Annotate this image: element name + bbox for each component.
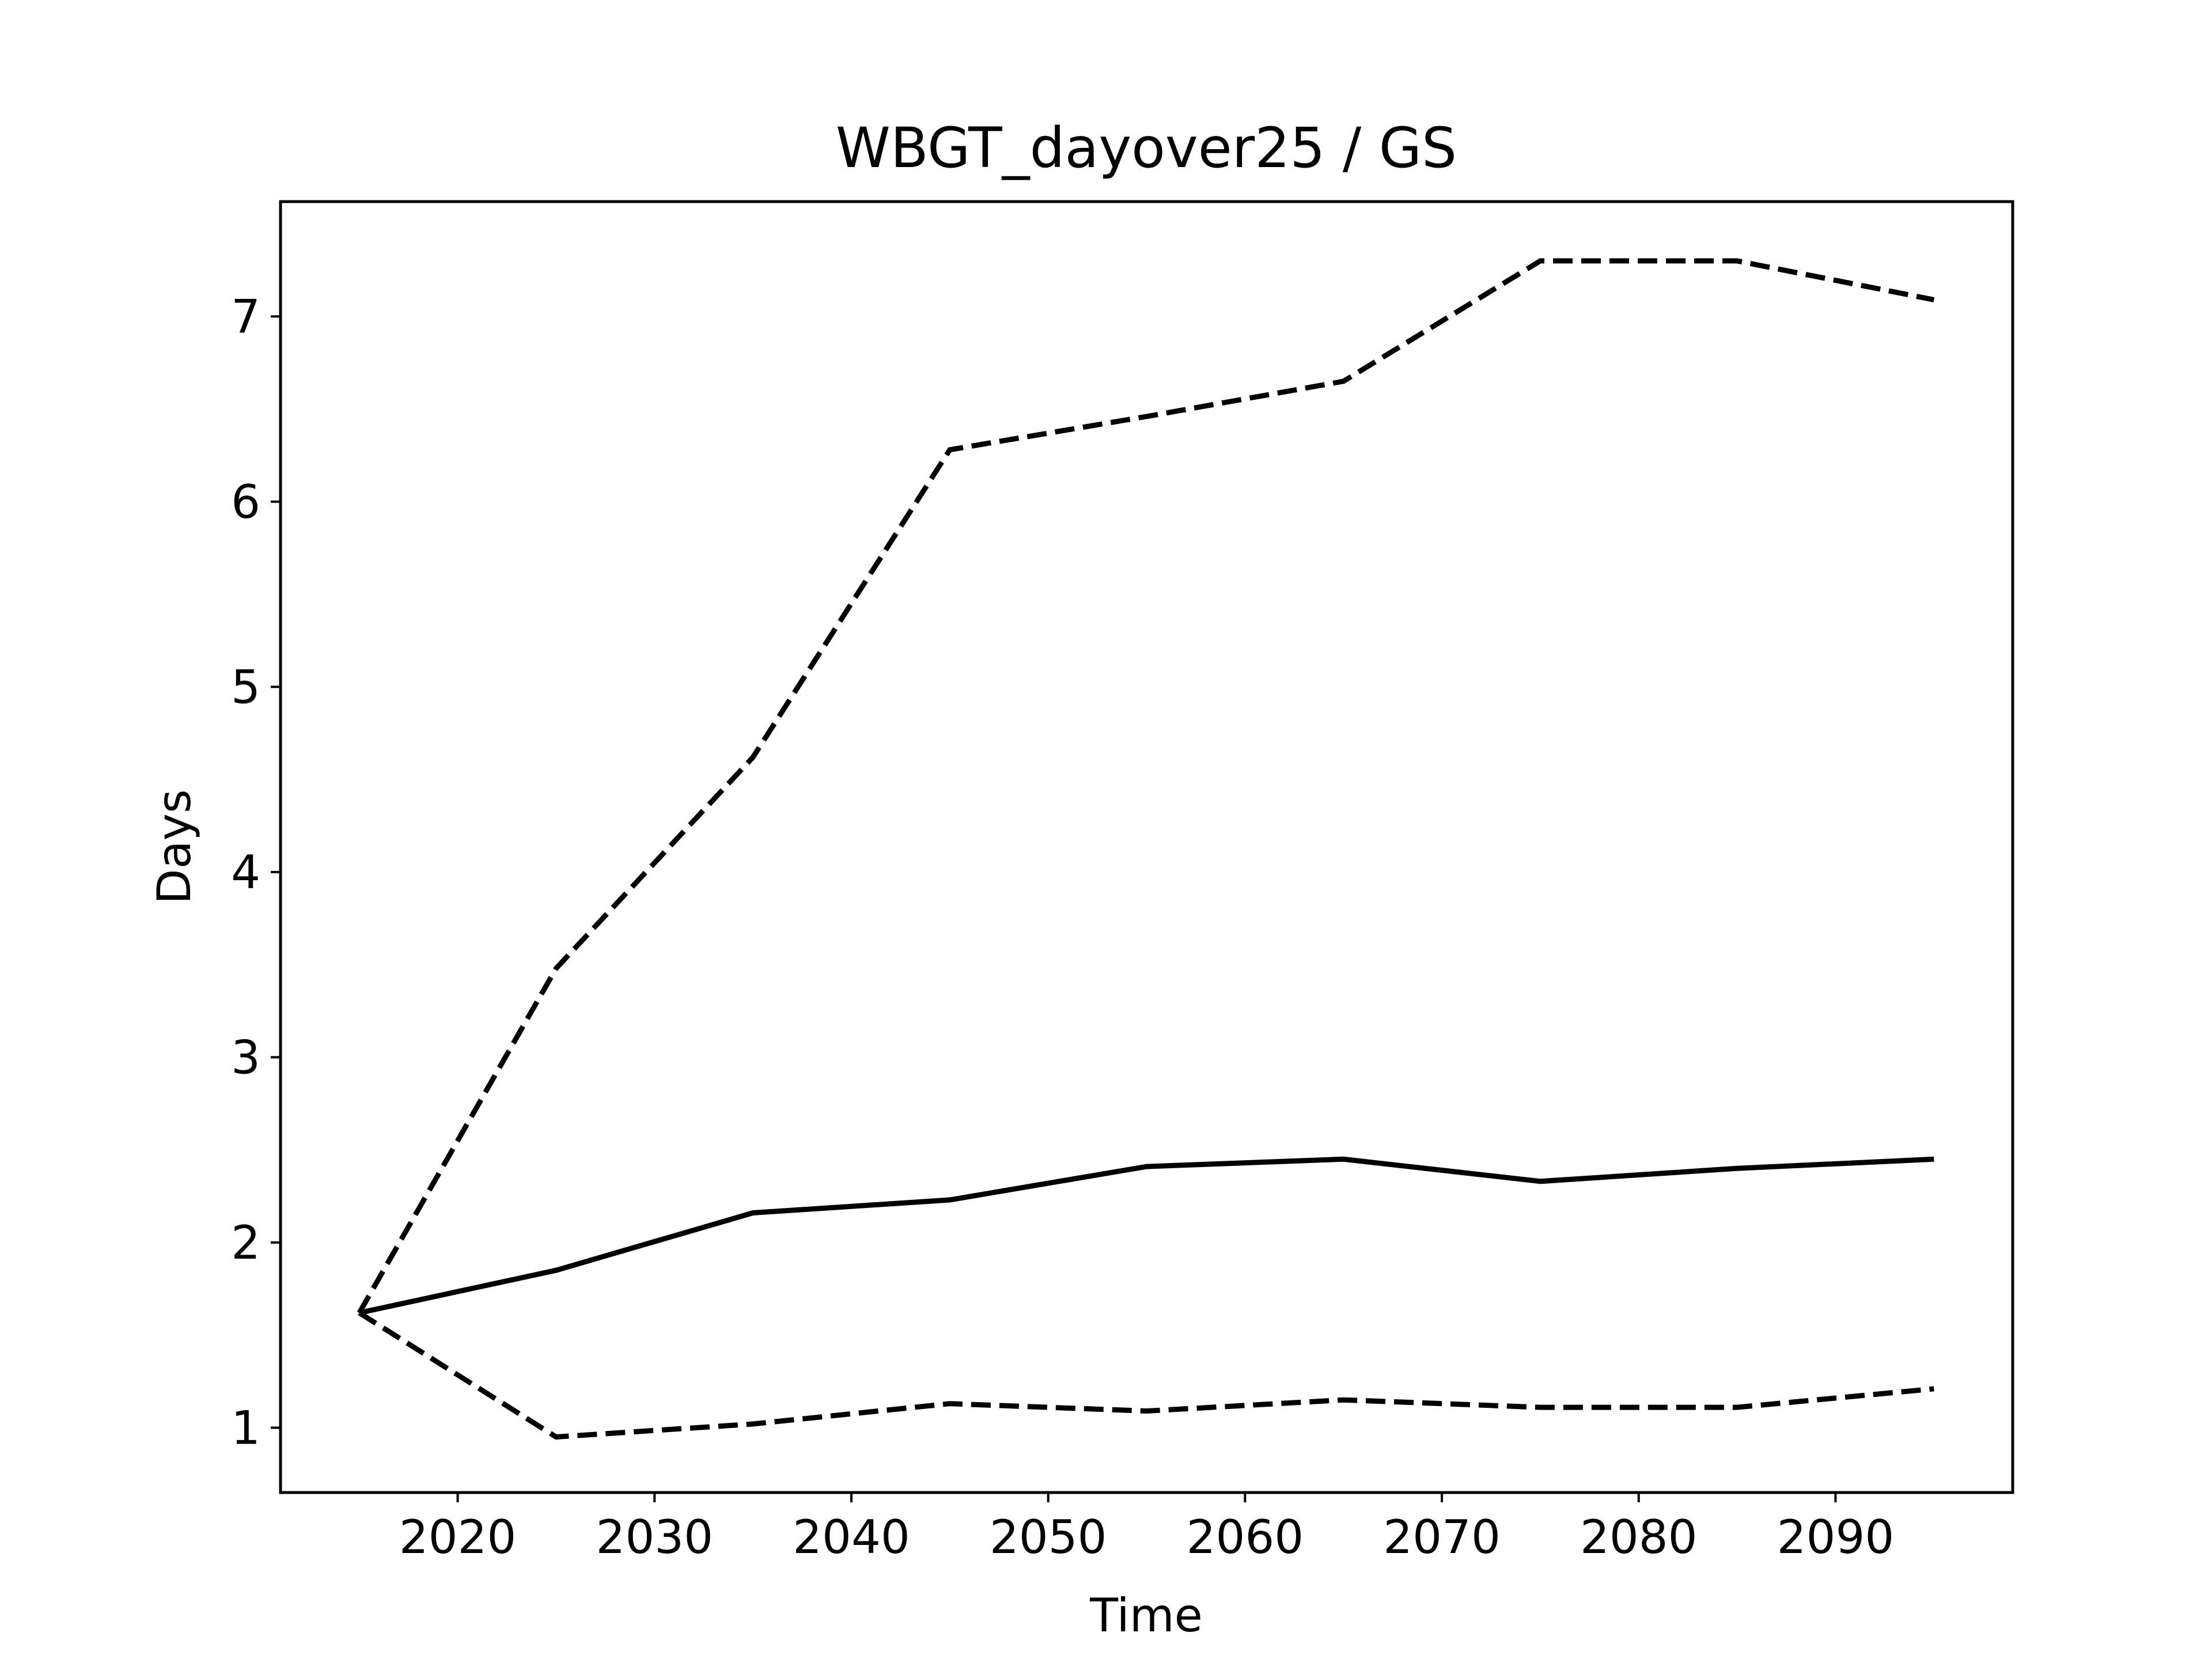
chart-title: WBGT_dayover25 / GS [836,116,1457,180]
x-tick-label: 2090 [1777,1510,1895,1564]
x-axis-label: Time [1089,1589,1203,1642]
y-tick-label: 3 [231,1031,260,1084]
series-layer [357,258,1935,1440]
series-line-3 [358,1310,1934,1440]
plot-area-frame [279,200,2014,1494]
x-tick-label: 2070 [1383,1510,1501,1564]
y-axis-label: Days [147,789,201,904]
x-tick-label: 2050 [990,1510,1107,1564]
y-tick-label: 7 [231,290,260,343]
y-axis-ticks: 1 2 3 4 5 6 7 [231,290,281,1455]
x-tick-label: 2020 [399,1510,517,1564]
y-tick-label: 2 [231,1216,260,1270]
series-line-2 [357,258,1935,1315]
x-tick-label: 2080 [1580,1510,1698,1564]
y-tick-label: 4 [231,846,260,899]
series-line-1 [358,1156,1934,1316]
y-tick-label: 1 [231,1401,260,1455]
x-tick-label: 2030 [596,1510,713,1564]
x-tick-label: 2060 [1187,1510,1304,1564]
y-tick-label: 6 [231,475,260,529]
y-tick-label: 5 [231,660,260,714]
x-tick-label: 2040 [793,1510,910,1564]
x-axis-ticks: 2020 2030 2040 2050 2060 2070 2080 2090 [399,1493,1895,1564]
